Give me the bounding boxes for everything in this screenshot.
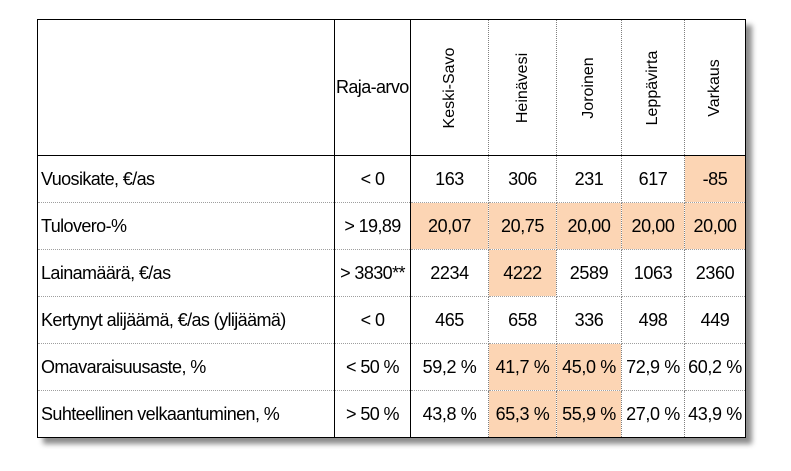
municipality-header-label: Leppävirta [644,50,661,125]
row-label: Omavaraisuusaste, % [37,343,335,391]
value-cell: 27,0 % [621,390,685,438]
value-cell: -85 [684,155,746,203]
row-label: Suhteellinen velkaantuminen, % [37,390,335,438]
value-cell: 60,2 % [684,343,746,391]
value-cell: 43,9 % [684,390,746,438]
table-row: Vuosikate, €/as < 0 163 306 231 617 -85 [37,155,746,203]
value-cell: 4222 [488,249,557,297]
table-row: Suhteellinen velkaantuminen, % > 50 % 43,8… [37,390,746,438]
value-cell: 449 [684,296,746,344]
municipality-header-label: Heinävesi [513,52,531,123]
row-limit: > 19,89 [334,202,411,250]
header-row: Raja-arvo Keski-Savo Heinävesi Joroinen … [37,19,746,156]
row-limit: < 0 [334,296,411,344]
value-cell: 20,07 [410,202,489,250]
municipality-header-label: Joroinen [580,56,597,119]
value-cell: 20,00 [621,202,685,250]
value-cell: 2360 [684,249,746,297]
municipality-header: Joroinen [556,19,622,156]
value-cell: 59,2 % [410,343,489,391]
value-cell: 65,3 % [488,390,557,438]
value-cell: 20,75 [488,202,557,250]
value-cell: 465 [410,296,489,344]
table-row: Tulovero-% > 19,89 20,07 20,75 20,00 20,00 20,… [37,202,746,250]
row-limit: > 50 % [334,390,411,438]
row-limit: < 50 % [334,343,411,391]
value-cell: 55,9 % [556,390,622,438]
value-cell: 163 [410,155,489,203]
value-cell: 231 [556,155,622,203]
value-cell: 1063 [621,249,685,297]
value-cell: 45,0 % [556,343,622,391]
row-label: Kertynyt alijäämä, €/as (ylijäämä) [37,296,335,344]
value-cell: 2589 [556,249,622,297]
row-limit: > 3830** [334,249,411,297]
table-row: Kertynyt alijäämä, €/as (ylijäämä) < 0 465… [37,296,746,344]
value-cell: 2234 [410,249,489,297]
value-cell: 20,00 [684,202,746,250]
value-cell: 306 [488,155,557,203]
row-label: Vuosikate, €/as [37,155,335,203]
table-row: Lainamäärä, €/as > 3830** 2234 4222 2589 1063… [37,249,746,297]
value-cell: 72,9 % [621,343,685,391]
value-cell: 43,8 % [410,390,489,438]
municipality-header: Varkaus [684,19,746,156]
municipality-header: Heinävesi [488,19,557,156]
value-cell: 658 [488,296,557,344]
corner-cell [37,19,335,156]
row-label: Lainamäärä, €/as [37,249,335,297]
row-label: Tulovero-% [37,202,335,250]
municipality-header: Leppävirta [621,19,685,156]
value-cell: 617 [621,155,685,203]
table-row: Omavaraisuusaste, % < 50 % 59,2 % 41,7 % 45,… [37,343,746,391]
indicator-table: Raja-arvo Keski-Savo Heinävesi Joroinen … [37,19,746,438]
municipality-header: Keski-Savo [410,19,489,156]
row-limit: < 0 [334,155,411,203]
municipality-header-label: Keski-Savo [440,47,458,128]
value-cell: 498 [621,296,685,344]
limit-header: Raja-arvo [334,19,411,156]
value-cell: 41,7 % [488,343,557,391]
value-cell: 20,00 [556,202,622,250]
municipality-header-label: Varkaus [706,58,723,117]
value-cell: 336 [556,296,622,344]
